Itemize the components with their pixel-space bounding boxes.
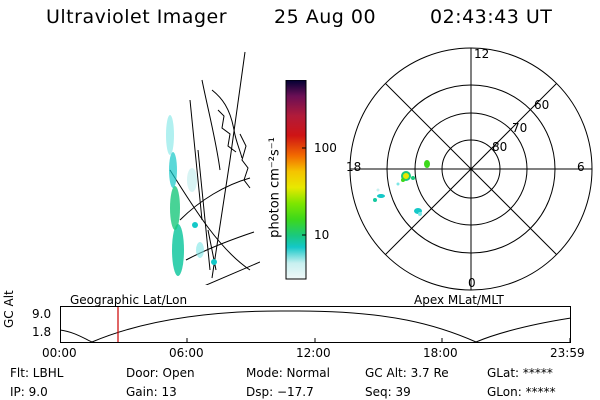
mlat-label-80: 80 [492, 140, 508, 154]
track-xtick-1200: 12:00 [296, 346, 331, 360]
info-glon: GLon: ***** [487, 385, 556, 399]
mlt-label-6: 6 [577, 160, 585, 174]
aurora-oval-geographic [166, 115, 217, 276]
info-dsp: Dsp: −17.7 [246, 385, 314, 399]
colorbar-unit-label: photon cm⁻²s⁻¹ [267, 137, 283, 238]
info-filter: Flt: LBHL [10, 366, 64, 380]
color-scale-bar [285, 80, 307, 280]
mlat-label-70: 70 [512, 121, 528, 135]
info-gc-alt: GC Alt: 3.7 Re [365, 366, 449, 380]
track-ytick-high: 9.0 [32, 307, 52, 321]
polar-mlt-plot [349, 47, 593, 291]
info-glat: GLat: ***** [487, 366, 553, 380]
image-time: 02:43:43 UT [430, 6, 553, 28]
earth-limb [211, 51, 246, 279]
track-right-caption: Apex MLat/MLT [414, 293, 504, 307]
track-xtick-2359: 23:59 [550, 346, 585, 360]
mlt-label-18: 18 [346, 160, 362, 174]
mlt-label-12: 12 [474, 47, 490, 61]
mlt-label-0: 0 [468, 276, 476, 290]
latitude-line [169, 169, 251, 271]
info-gain: Gain: 13 [126, 385, 177, 399]
track-ylabel: GC Alt [2, 290, 16, 328]
info-mode: Mode: Normal [246, 366, 330, 380]
altitude-curve [60, 310, 572, 343]
track-xtick-1800: 18:00 [423, 346, 458, 360]
info-door: Door: Open [126, 366, 195, 380]
info-seq: Seq: 39 [365, 385, 411, 399]
orbit-altitude-plot [60, 306, 572, 343]
aurora-oval-polar [373, 160, 430, 216]
track-xtick-0000: 00:00 [42, 346, 77, 360]
track-xtick-0600: 06:00 [169, 346, 204, 360]
colorbar-tick-100: 100 [314, 141, 337, 155]
coastline-detail [217, 109, 237, 153]
track-frame [60, 306, 571, 343]
track-ytick-low: 1.8 [32, 325, 52, 339]
instrument-title: Ultraviolet Imager [46, 6, 228, 28]
info-ip: IP: 9.0 [10, 385, 48, 399]
geographic-map-panel [166, 51, 260, 285]
image-date: 25 Aug 00 [274, 6, 377, 28]
track-left-caption: Geographic Lat/Lon [70, 293, 188, 307]
colorbar-tick-10: 10 [314, 228, 330, 242]
coastline [201, 79, 221, 171]
mlat-label-60: 60 [534, 98, 550, 112]
